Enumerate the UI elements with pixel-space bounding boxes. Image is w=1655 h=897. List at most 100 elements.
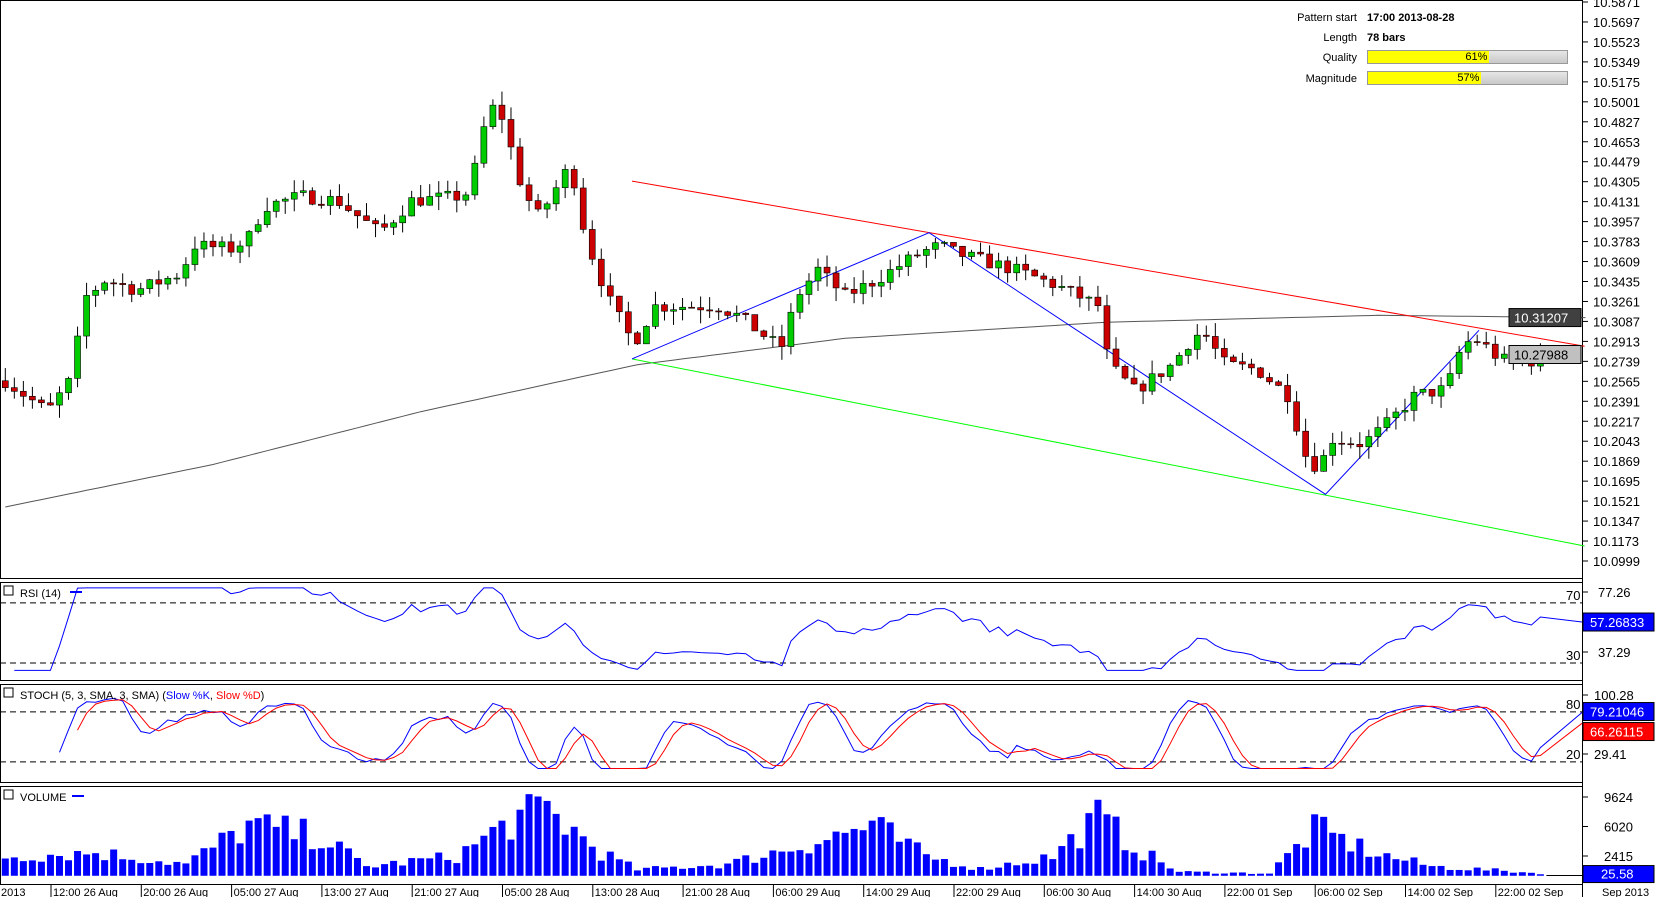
price-tick-label: 10.1521 — [1593, 494, 1640, 509]
candle — [119, 283, 126, 285]
candle — [444, 190, 452, 194]
price-tick-label: 10.3435 — [1593, 275, 1640, 290]
volume-bar — [453, 863, 461, 876]
volume-bar — [1455, 869, 1463, 876]
candle — [218, 241, 226, 248]
candle — [1419, 389, 1427, 393]
candle — [381, 223, 388, 228]
volume-bar — [426, 858, 434, 876]
candle — [1257, 367, 1264, 378]
x-axis-label: 22:00 02 Sep — [1498, 887, 1563, 897]
volume-bar — [55, 855, 63, 876]
price-tick-label: 10.1695 — [1593, 474, 1640, 489]
volume-bar — [173, 861, 181, 876]
volume-bar — [1338, 833, 1346, 876]
candle — [1103, 305, 1111, 350]
price-tick-label: 10.4131 — [1593, 195, 1640, 210]
volume-bar — [715, 868, 723, 876]
volume-bar — [462, 846, 470, 876]
stoch-level-label: 80 — [1566, 697, 1580, 712]
volume-bar — [1374, 856, 1382, 876]
volume-bar — [850, 828, 858, 876]
volume-bar — [480, 835, 488, 876]
x-axis-label: 05:00 27 Aug — [234, 887, 299, 897]
candle — [814, 266, 822, 282]
quality-fill — [1368, 51, 1490, 63]
volume-bar — [46, 854, 54, 876]
volume-bar — [733, 858, 741, 876]
volume-bar — [516, 809, 524, 876]
stoch-tick-label: 29.41 — [1594, 747, 1627, 762]
candle — [625, 311, 632, 334]
price-value-label: 10.27988 — [1514, 347, 1568, 362]
x-axis-label: 13:00 28 Aug — [595, 887, 660, 897]
candle — [823, 266, 831, 274]
candle — [652, 304, 659, 327]
volume-bar — [913, 842, 921, 876]
x-axis-label: 14:00 29 Aug — [866, 887, 931, 897]
candle — [236, 245, 244, 253]
candle — [363, 215, 370, 221]
candle — [679, 306, 686, 311]
candle — [1, 380, 9, 388]
volume-bar — [769, 850, 777, 876]
stoch-k-legend: Slow %K — [166, 690, 211, 702]
candle — [868, 283, 876, 287]
volume-bar — [832, 831, 840, 876]
volume-bar — [164, 864, 172, 876]
candle — [1284, 385, 1291, 403]
candle — [1437, 385, 1445, 397]
candle — [1130, 377, 1138, 385]
candle — [706, 309, 713, 312]
price-tick-label: 10.1347 — [1593, 514, 1640, 529]
volume-bar — [1004, 862, 1012, 876]
candle — [977, 251, 984, 255]
volume-bar — [344, 848, 352, 876]
price-tick-label: 10.3261 — [1593, 294, 1640, 309]
volume-bar — [1040, 854, 1048, 876]
x-axis-label: 12:00 26 Aug — [53, 887, 118, 897]
volume-bar — [417, 858, 425, 876]
volume-bar — [1392, 859, 1400, 876]
x-axis-label: 06:00 02 Sep — [1317, 887, 1382, 897]
rsi-tick-label: 37.29 — [1598, 645, 1631, 660]
stoch-k-value-label: 79.21046 — [1590, 705, 1644, 720]
price-tick-label: 10.3957 — [1593, 215, 1640, 230]
volume-bar — [606, 851, 614, 876]
price-tick-label: 10.2739 — [1593, 354, 1640, 369]
candle — [1356, 444, 1364, 448]
candle — [1446, 373, 1454, 386]
candle — [941, 242, 948, 244]
volume-bar — [1302, 847, 1310, 876]
resistance-line — [631, 180, 1585, 347]
candle — [345, 205, 352, 211]
volume-bar — [1320, 816, 1328, 876]
panel-frame-0 — [0, 0, 1583, 579]
candle — [995, 260, 1002, 269]
x-axis-label: 06:00 29 Aug — [775, 887, 840, 897]
volume-bar — [1275, 862, 1283, 876]
volume-bar — [805, 853, 813, 876]
candle — [281, 198, 289, 202]
candle — [417, 197, 424, 206]
candle — [733, 312, 741, 316]
volume-bar — [254, 818, 262, 876]
candle — [1094, 296, 1102, 307]
candle — [516, 146, 524, 186]
volume-bar — [1139, 860, 1147, 876]
candle — [570, 169, 578, 189]
volume-bar — [1013, 865, 1021, 876]
volume-bar — [209, 847, 217, 876]
candle — [1338, 442, 1346, 445]
x-axis-label: 20:00 26 Aug — [143, 887, 208, 897]
candle — [146, 279, 154, 289]
rsi-line — [14, 587, 1583, 671]
volume-bar — [543, 800, 551, 876]
volume-bar — [579, 836, 587, 876]
volume-bar — [796, 850, 804, 876]
volume-bar — [670, 866, 678, 876]
volume-bar — [1482, 870, 1490, 876]
stoch-level-label: 20 — [1566, 747, 1580, 762]
volume-bar — [1437, 865, 1445, 876]
